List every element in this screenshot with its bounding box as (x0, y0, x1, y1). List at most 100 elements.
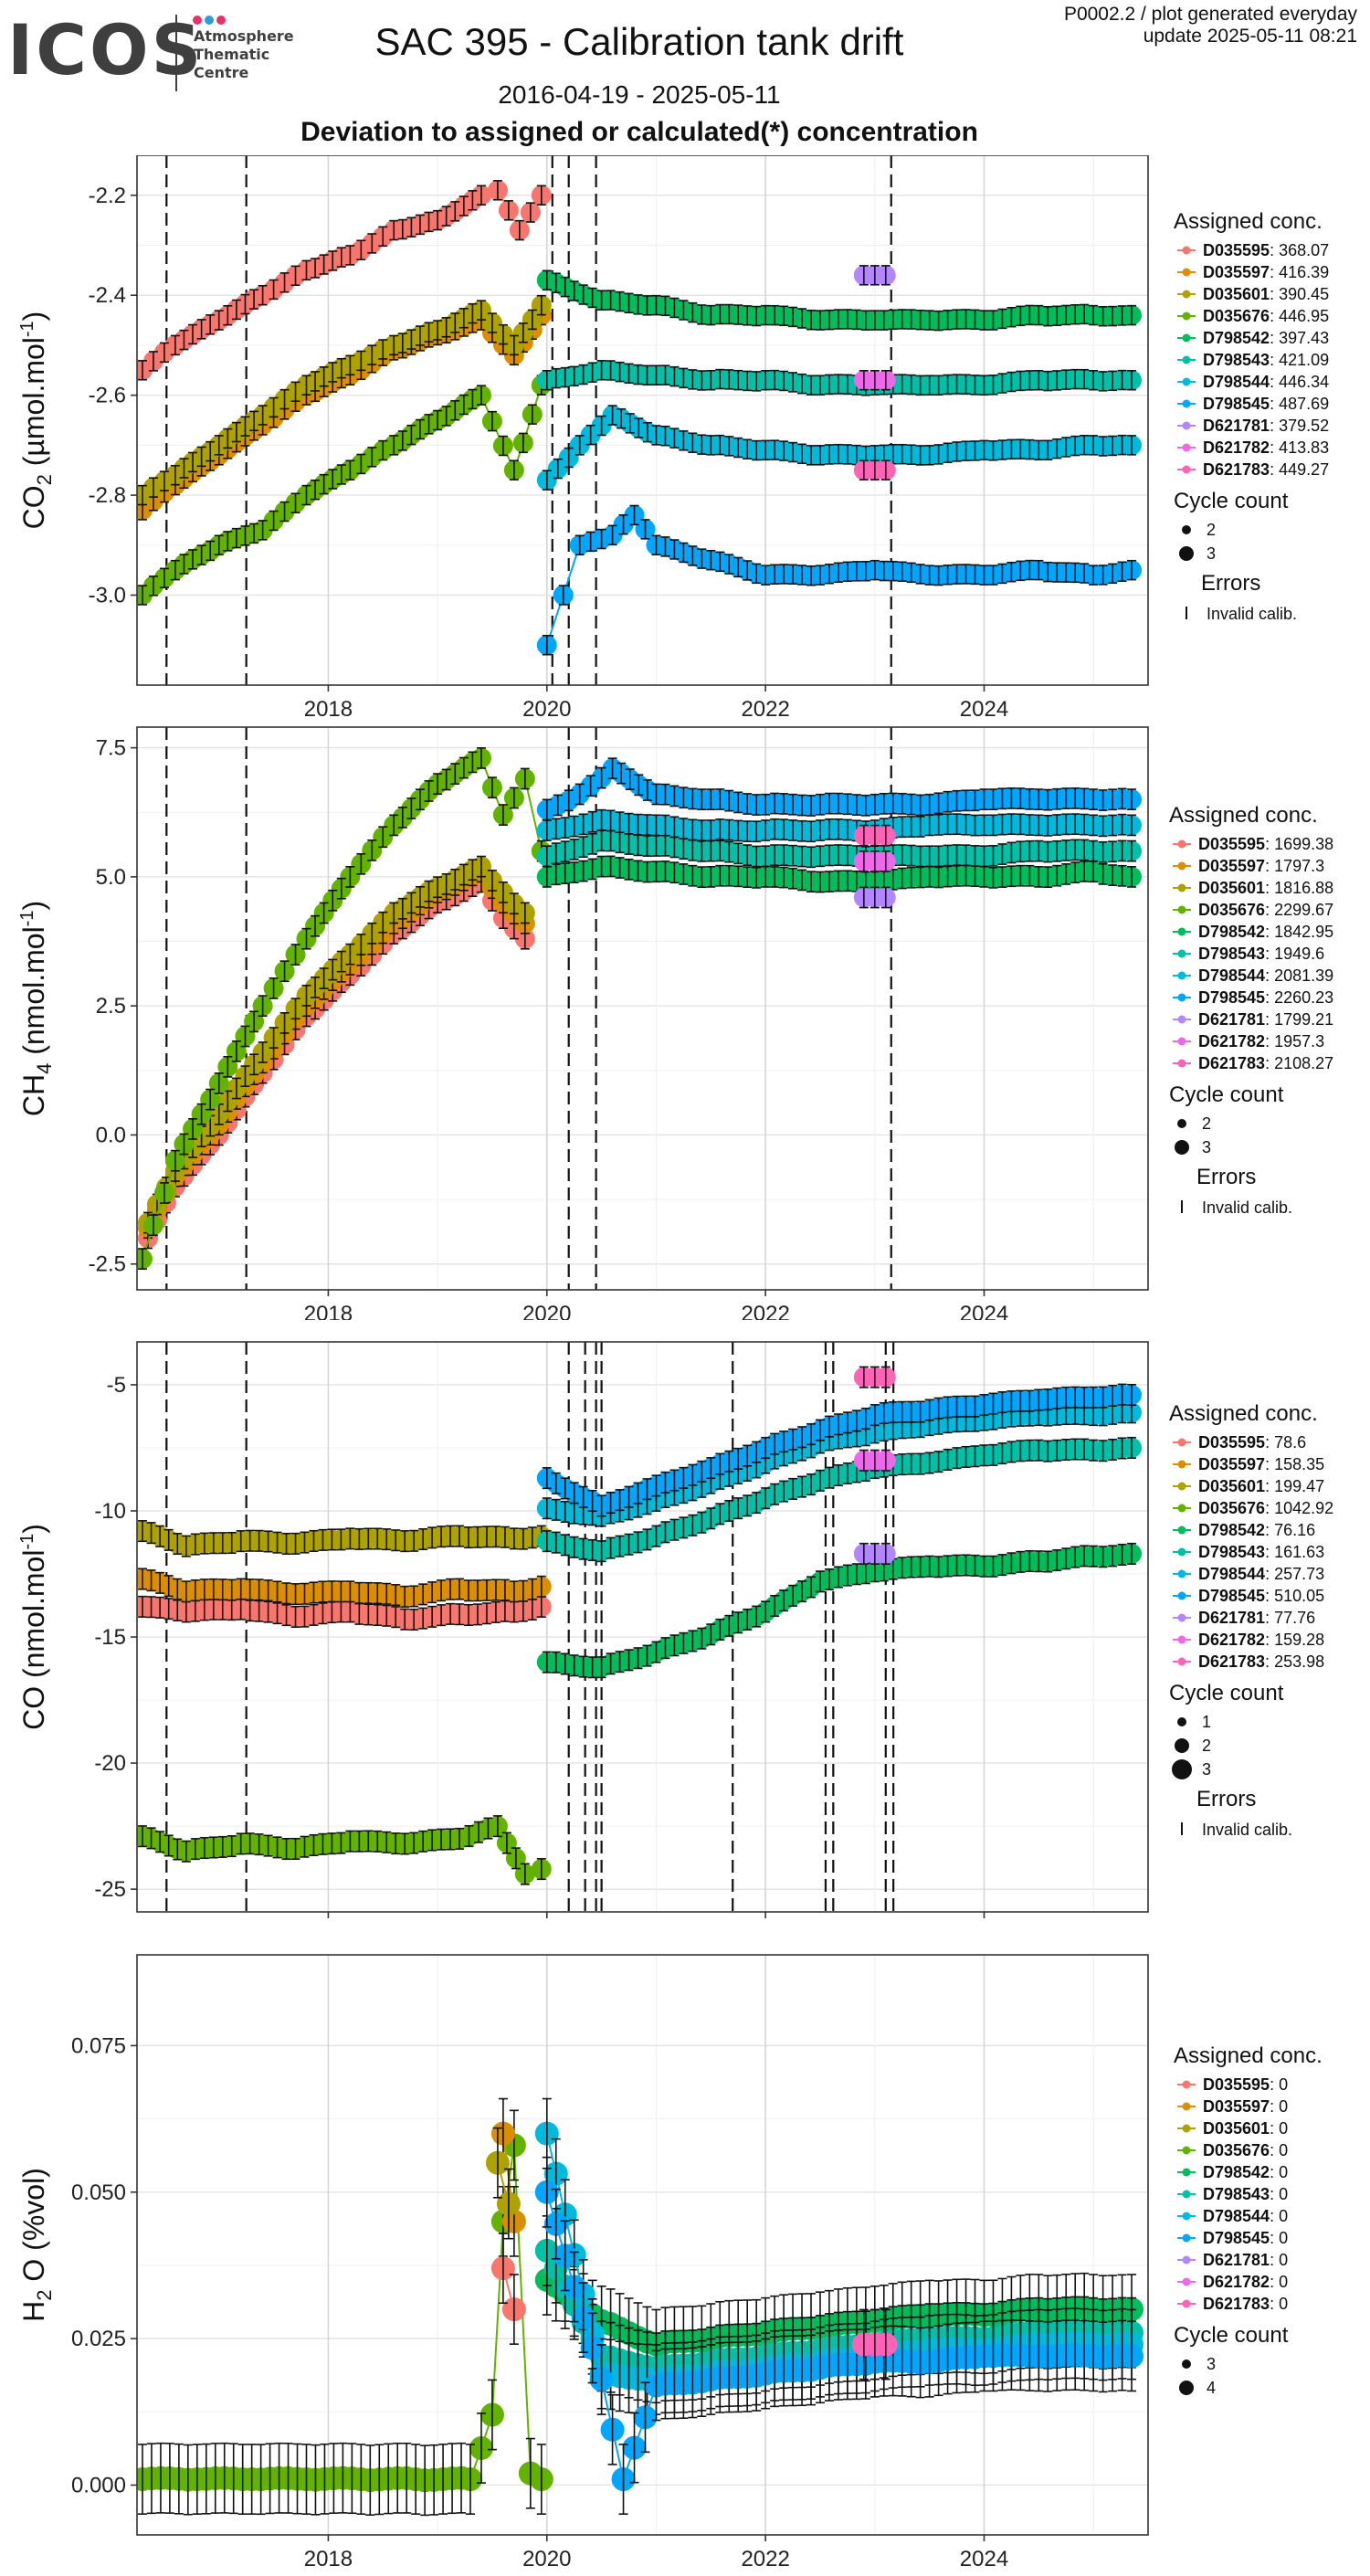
legend-entry-value: : 2260.23 (1265, 988, 1333, 1007)
legend-key-dot (1177, 1059, 1186, 1068)
legend-entry: D621781: 379.52 (1203, 417, 1329, 435)
legend-entry-tank: D798545 (1198, 988, 1265, 1007)
x-tick-label: 2022 (741, 697, 789, 722)
legend-entry-value: : 368.07 (1270, 241, 1329, 259)
legend-entry-tank: D621783 (1203, 460, 1270, 479)
legend-entry: D798543: 1949.6 (1198, 945, 1324, 963)
legend-entry-value: : 397.43 (1270, 329, 1329, 347)
legend-entry-tank: D035595 (1198, 835, 1265, 853)
legend-entry: D035597: 416.39 (1203, 263, 1329, 281)
legend-key-dot (1182, 355, 1191, 364)
legend-entry-tank: D621781 (1198, 1010, 1265, 1029)
legend-key-dot (1177, 883, 1186, 892)
legend-key-dot (1177, 861, 1186, 871)
y-axis-label: CO2 (µmol.mol-1) (17, 311, 56, 530)
legend-entry: D035597: 1797.3 (1198, 857, 1324, 875)
y-axis-label: CH4 (nmol.mol-1) (17, 901, 56, 1116)
y-axis-label-main: CH (17, 1074, 50, 1116)
legend-entry-tank: D798544 (1203, 373, 1270, 391)
legend-entry-value: : 2081.39 (1265, 966, 1333, 985)
legend-entry-value: : 1842.95 (1265, 923, 1333, 941)
legend-entry-value: : 2299.67 (1265, 901, 1333, 919)
y-axis-label-close: ) (17, 311, 50, 322)
legend-entry-tank: D798542 (1198, 923, 1265, 941)
legend-key-dot (1182, 399, 1191, 408)
legend-key-dot (1182, 290, 1191, 299)
y-axis-label-sup: -1 (17, 321, 37, 337)
legend-key-dot (1182, 268, 1191, 277)
legend-entry: D035601: 1816.88 (1198, 879, 1333, 897)
y-axis-label-close: ) (17, 901, 50, 911)
y-axis-label-sub: 2 (33, 474, 56, 485)
legend-entry-value: : 449.27 (1270, 460, 1329, 479)
legend-key-dot (1182, 333, 1191, 343)
legend-entry-tank: D035595 (1203, 241, 1270, 259)
legend-entry: D798543: 421.09 (1203, 351, 1329, 369)
y-axis-label-main: CO (17, 485, 50, 529)
legend-title: Assigned conc. (1174, 209, 1323, 234)
errors-title: Errors (1201, 571, 1260, 596)
x-tick-label: 2020 (522, 697, 571, 722)
legend-entry-value: : 413.83 (1270, 438, 1329, 457)
x-tick-label: 2024 (960, 697, 1008, 722)
logo-subtitle-line: Atmosphere (194, 27, 294, 45)
legend-key-dot (1182, 377, 1191, 386)
legend-entry: D035676: 446.95 (1203, 307, 1329, 325)
legend-entry-value: : 1949.6 (1265, 945, 1324, 963)
legend-entry-value: : 379.52 (1270, 417, 1329, 435)
plot-frame (136, 155, 1149, 686)
legend-title: Assigned conc. (1169, 803, 1318, 828)
legend-key-dot (1182, 311, 1191, 321)
legend-key-dot (1177, 993, 1186, 1002)
legend-entry-tank: D621782 (1198, 1032, 1265, 1050)
legend-entry-tank: D798543 (1203, 351, 1270, 369)
errors-label: Invalid calib. (1202, 1198, 1292, 1217)
date-range: 2016-04-19 - 2025-05-11 (498, 80, 781, 109)
legend: Assigned conc. D035595: 1699.38 D035597: 1… (1169, 803, 1333, 1217)
cycle-count-label: 2 (1207, 521, 1216, 539)
y-axis-label-sub: 4 (33, 1063, 56, 1074)
x-tick-label: 2020 (522, 1302, 571, 1320)
report-title: SAC 395 - Calibration tank drift (374, 20, 904, 63)
logo-separator (175, 15, 177, 91)
y-tick-label: 2.5 (96, 994, 126, 1019)
legend-entry: D798542: 1842.95 (1198, 923, 1333, 941)
logo-subtitle-line: Thematic (194, 46, 270, 63)
y-tick-label: -2.5 (89, 1252, 126, 1277)
legend-entry: D798545: 487.69 (1203, 395, 1329, 413)
ch4-chart: -2.5 0.0 2.5 5.0 7.5 2018 2020 2022 2024 CH4 (nmo… (17, 726, 1333, 1320)
legend-key-dot (1177, 1015, 1186, 1024)
series-group (137, 1366, 1143, 1885)
legend-key-dot (1182, 246, 1191, 255)
legend-entry: D798545: 2260.23 (1198, 988, 1333, 1007)
report-subtitle: Deviation to assigned or calculated(*) c… (300, 117, 978, 147)
legend-entry-tank: D035601 (1203, 285, 1270, 303)
x-tick-label: 2022 (741, 1302, 789, 1320)
data-point (137, 1249, 153, 1270)
legend-entry-tank: D035597 (1203, 263, 1270, 281)
y-tick-label: -2.8 (89, 483, 126, 508)
x-tick-label: 2018 (304, 697, 353, 722)
logo-dots-icon (193, 16, 226, 25)
cycle-count-label: 3 (1207, 544, 1216, 563)
legend-entry-value: : 1797.3 (1265, 857, 1324, 875)
errors-label: Invalid calib. (1207, 605, 1297, 623)
legend-entry-tank: D621783 (1198, 1054, 1265, 1072)
plot-id: P0002.2 / plot generated everyday (1063, 4, 1357, 25)
cycle-count-key (1175, 1140, 1189, 1155)
legend-key-dot (1177, 905, 1186, 914)
y-tick-label: -3.0 (89, 584, 126, 608)
legend-key-dot (1177, 949, 1186, 958)
legend-entry: D035595: 1699.38 (1198, 835, 1333, 853)
legend-entry: D798544: 446.34 (1203, 373, 1329, 391)
x-tick-label: 2018 (304, 1302, 353, 1320)
legend-key-dot (1182, 443, 1191, 452)
report-header: ICOS Atmosphere Thematic Centre SAC 395 … (0, 0, 1370, 155)
legend-key-dot (1182, 421, 1191, 430)
legend-entry-tank: D035676 (1198, 901, 1265, 919)
legend-key-dot (1182, 465, 1191, 474)
legend-entry: D035676: 2299.67 (1198, 901, 1333, 919)
series-group (137, 180, 1143, 656)
logo-subtitle: Atmosphere Thematic Centre (194, 27, 294, 82)
